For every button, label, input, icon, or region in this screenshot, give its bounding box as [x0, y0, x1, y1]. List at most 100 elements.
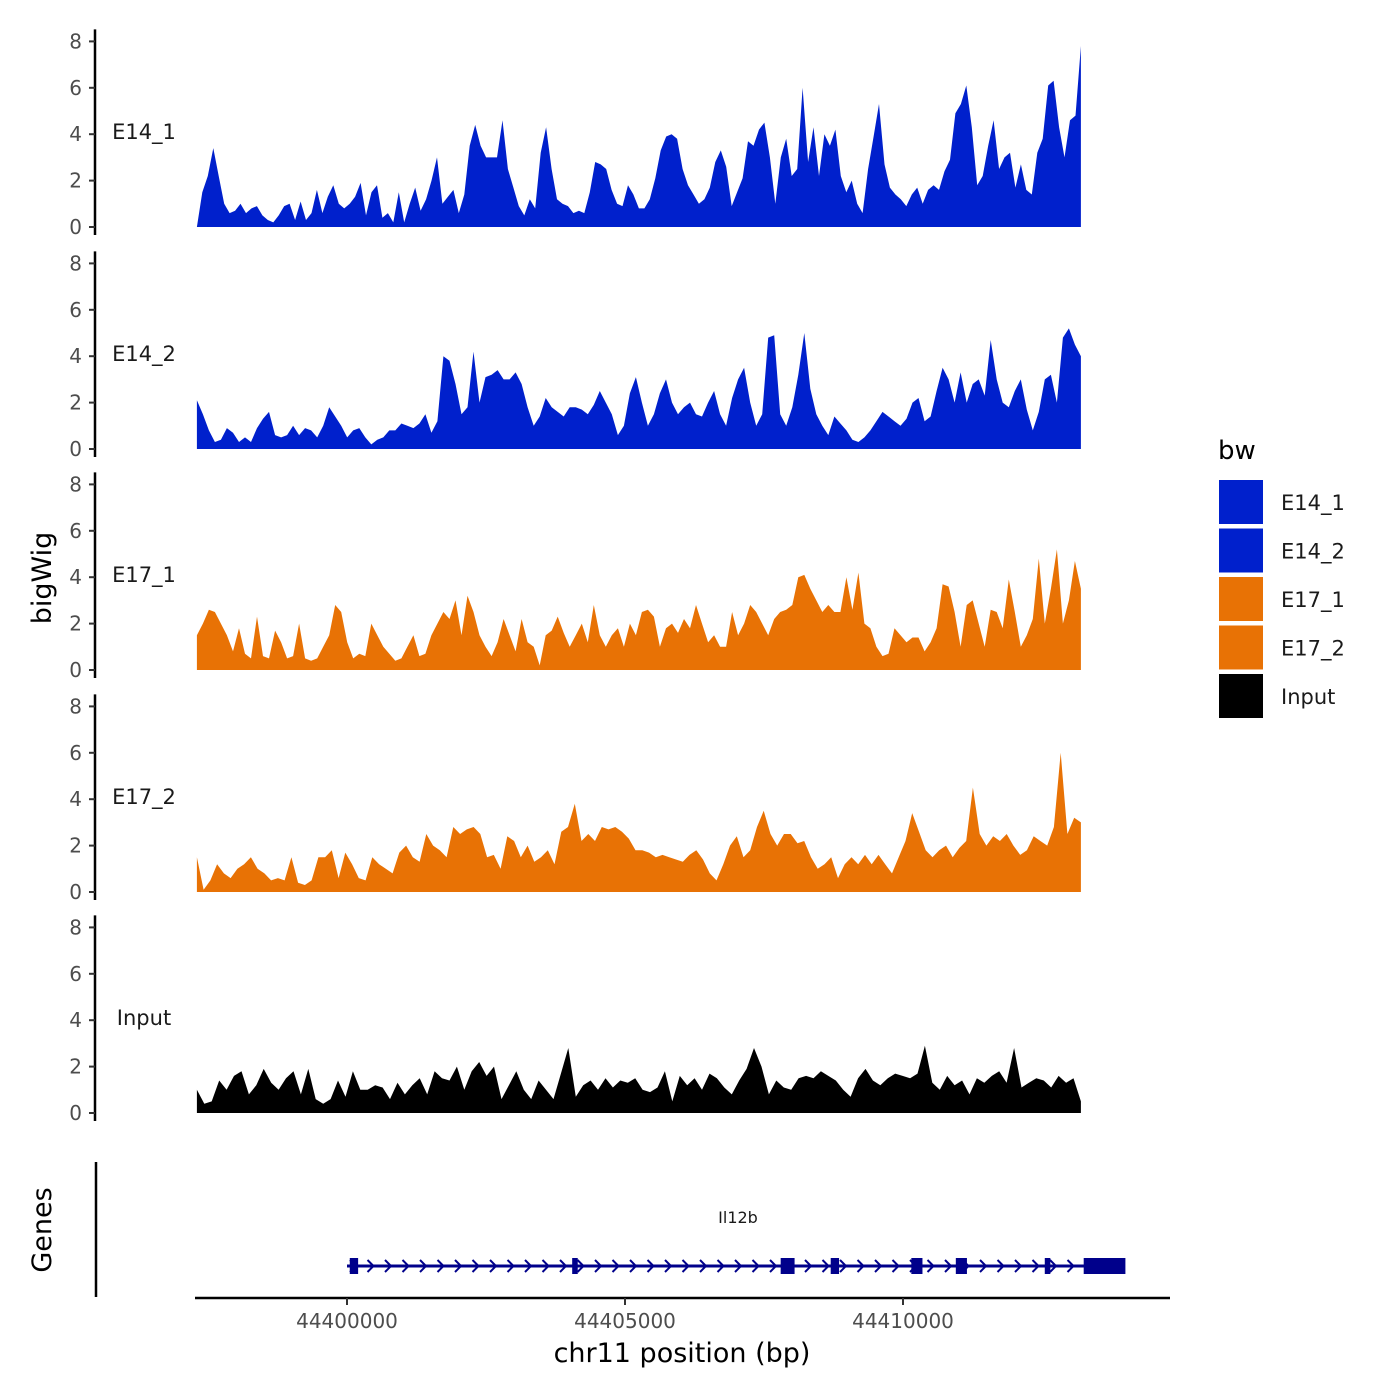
strand-arrow	[926, 1259, 935, 1273]
legend-swatch-E14_1	[1219, 480, 1263, 524]
y-tick-label-E17_2-0: 0	[69, 880, 82, 904]
track-Input: 0 2 4 6 8 Input	[69, 915, 1081, 1125]
strand-arrow	[734, 1259, 743, 1273]
y-tick-label-E17_2-8: 8	[69, 694, 82, 718]
strand-arrow	[821, 1259, 830, 1273]
strand-arrow	[716, 1259, 725, 1273]
y-tick-label-E17_1-8: 8	[69, 472, 82, 496]
strand-arrow	[366, 1259, 375, 1273]
coverage-area-Input	[196, 1045, 1081, 1113]
strand-arrow	[401, 1259, 410, 1273]
legend-label-E17_2: E17_2	[1281, 637, 1345, 662]
strand-arrow	[384, 1259, 393, 1273]
strand-arrow	[541, 1259, 550, 1273]
track-label-E17_1: E17_1	[112, 563, 176, 588]
track-label-E14_1: E14_1	[112, 120, 176, 145]
y-tick-label-Input-2: 2	[69, 1055, 82, 1079]
y-tick-label-E17_1-2: 2	[69, 612, 82, 636]
strand-arrow	[804, 1259, 813, 1273]
track-label-Input: Input	[117, 1006, 171, 1030]
strand-arrow	[996, 1259, 1005, 1273]
strand-arrow	[1066, 1259, 1075, 1273]
track-E14_2: 0 2 4 6 8 E14_2	[69, 251, 1081, 461]
gene-Il12b: Il12b	[347, 1208, 1126, 1274]
strand-arrow	[524, 1259, 533, 1273]
y-tick-label-E17_1-4: 4	[69, 565, 82, 589]
strand-arrow	[891, 1259, 900, 1273]
y-tick-label-E17_1-0: 0	[69, 658, 82, 682]
coverage-area-E17_1	[196, 549, 1081, 670]
track-E17_1: 0 2 4 6 8 E17_1	[69, 472, 1081, 682]
y-tick-label-E14_1-2: 2	[69, 169, 82, 193]
y-tick-label-E17_2-4: 4	[69, 787, 82, 811]
y-tick-label-Input-0: 0	[69, 1101, 82, 1125]
strand-arrow	[979, 1259, 988, 1273]
legend-label-Input: Input	[1281, 685, 1335, 709]
strand-arrow	[856, 1259, 865, 1273]
strand-arrow	[751, 1259, 760, 1273]
x-axis: 44400000 44405000 44410000 chr11 position …	[195, 1296, 1170, 1369]
y-tick-label-E14_2-8: 8	[69, 251, 82, 275]
strand-arrow	[506, 1259, 515, 1273]
strand-arrow	[1014, 1259, 1023, 1273]
legend-swatch-E17_2	[1219, 625, 1263, 670]
track-label-E17_2: E17_2	[112, 785, 176, 810]
legend-swatch-E14_2	[1219, 528, 1263, 573]
strand-arrow	[699, 1259, 708, 1273]
strand-arrow	[454, 1259, 463, 1273]
strand-arrow	[664, 1259, 673, 1273]
genes-track: Genes Il12b	[27, 1162, 1126, 1297]
x-axis-title: chr11 position (bp)	[554, 1338, 811, 1369]
gene-label-Il12b: Il12b	[718, 1208, 758, 1227]
y-tick-label-Input-6: 6	[69, 962, 82, 986]
x-ticks: 44400000 44405000 44410000	[296, 1298, 954, 1333]
track-E17_2: 0 2 4 6 8 E17_2	[69, 694, 1081, 904]
strand-arrow	[629, 1259, 638, 1273]
gene-models: Il12b	[347, 1208, 1126, 1274]
y-tick-label-E17_2-2: 2	[69, 834, 82, 858]
genes-track-title: Genes	[27, 1187, 58, 1272]
strand-arrow	[436, 1259, 445, 1273]
x-tick-label-44410000: 44410000	[852, 1309, 954, 1333]
strand-arrow	[769, 1259, 778, 1273]
y-tick-label-E17_2-6: 6	[69, 741, 82, 765]
strand-arrow	[1031, 1259, 1040, 1273]
strand-arrow	[489, 1259, 498, 1273]
legend-swatch-Input	[1219, 674, 1263, 718]
strand-arrow	[944, 1259, 953, 1273]
strand-arrow	[874, 1259, 883, 1273]
exon-5	[911, 1258, 923, 1274]
exon-2	[572, 1258, 578, 1274]
coverage-area-E14_2	[196, 328, 1081, 449]
strand-arrow	[646, 1259, 655, 1273]
y-tick-label-Input-8: 8	[69, 915, 82, 939]
coverage-tracks: 0 2 4 6 8 E14_1 0 2 4 6 8 E14_2 0 2 4 6 8 E17_1 0 2 4 6 8 E17_2…	[69, 29, 1081, 1125]
legend-label-E17_1: E17_1	[1281, 588, 1345, 613]
exon-1	[349, 1258, 359, 1274]
legend: bw E14_1 E14_2 E17_1 E17_2 Input	[1218, 436, 1345, 718]
strand-arrow	[839, 1259, 848, 1273]
track-E14_1: 0 2 4 6 8 E14_1	[69, 29, 1081, 239]
strand-arrow	[559, 1259, 568, 1273]
exon-6	[955, 1258, 967, 1274]
legend-label-E14_1: E14_1	[1281, 491, 1345, 516]
exon-8	[1083, 1258, 1126, 1274]
legend-title: bw	[1218, 436, 1256, 466]
x-tick-label-44400000: 44400000	[296, 1309, 398, 1333]
y-tick-label-E14_2-6: 6	[69, 298, 82, 322]
y-tick-label-E14_2-2: 2	[69, 391, 82, 415]
y-tick-label-E14_1-8: 8	[69, 29, 82, 53]
y-tick-label-E14_2-0: 0	[69, 437, 82, 461]
strand-arrow	[681, 1259, 690, 1273]
exon-4	[830, 1258, 840, 1274]
y-axis-title: bigWig	[27, 532, 58, 625]
y-tick-label-Input-4: 4	[69, 1008, 82, 1032]
x-tick-label-44405000: 44405000	[574, 1309, 676, 1333]
y-tick-label-E14_1-4: 4	[69, 122, 82, 146]
y-tick-label-E14_1-6: 6	[69, 76, 82, 100]
track-label-E14_2: E14_2	[112, 342, 176, 367]
strand-arrow	[594, 1259, 603, 1273]
legend-label-E14_2: E14_2	[1281, 540, 1345, 565]
legend-entries: E14_1 E14_2 E17_1 E17_2 Input	[1219, 480, 1345, 718]
